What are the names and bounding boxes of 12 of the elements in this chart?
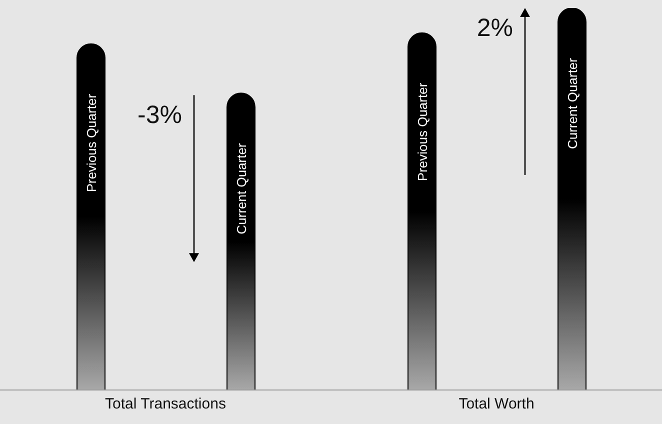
annotation: 2% [476,14,513,42]
series-label: Current Quarter [234,142,249,234]
text: Previous Quarter [415,82,430,182]
x-tick-label: Total Transactions [105,396,226,413]
bar [76,43,106,390]
bar [226,92,256,390]
text: Current Quarter [565,58,580,150]
x-tick-label: Total Worth [458,396,534,413]
annotation: -3% [138,101,182,130]
bar [558,8,586,390]
bar [408,32,436,390]
series-label: Previous Quarter [84,93,99,192]
